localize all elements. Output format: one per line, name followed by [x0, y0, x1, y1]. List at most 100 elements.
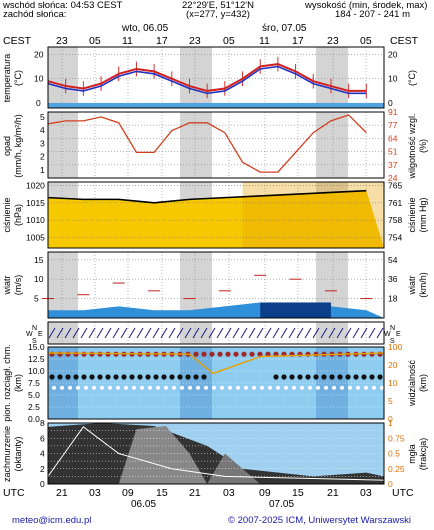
cloud-tick: 7.5: [28, 378, 40, 388]
humidity-tick: 24: [388, 173, 398, 183]
cloud-mid-dot: [369, 374, 375, 380]
cloud-top-dot: [305, 351, 311, 357]
precip-label: opad: [2, 136, 12, 156]
cloud-tick: 12.5: [28, 354, 45, 364]
compass-s: S: [32, 338, 37, 345]
panel-border: [47, 46, 385, 109]
humidity-tick: 64: [388, 133, 398, 143]
cloud-mid-dot: [297, 374, 303, 380]
email-link[interactable]: meteo@icm.edu.pl: [12, 515, 92, 526]
cloud-low-dot: [124, 385, 128, 390]
cloud-low-dot: [268, 385, 272, 390]
panel-border: [47, 321, 385, 345]
bottom-hour-label: 03: [89, 487, 101, 499]
cloud-low-dot: [316, 385, 320, 390]
top-hour-label: 17: [156, 35, 168, 47]
cloud-top-dot: [73, 351, 79, 357]
visibility-tick: 20: [388, 360, 398, 370]
cloudcover-tick: 0: [40, 479, 45, 489]
wind-direction-arrow: [168, 327, 176, 339]
top-hour-label: 11: [122, 35, 133, 47]
cloud-low-dot: [60, 385, 64, 390]
wind-direction-arrow: [96, 327, 104, 339]
humidity-tick: 37: [388, 160, 398, 170]
panel-border: [47, 111, 385, 179]
top-hour-label: 17: [292, 35, 304, 47]
wind-direction-arrow: [208, 327, 216, 339]
tz-right-bottom: UTC: [392, 487, 414, 499]
cloud-mid-dot: [185, 374, 191, 380]
cloud-mid-dot: [65, 374, 71, 380]
cloud-mid-dot: [329, 374, 335, 380]
bottom-hour-label: 03: [360, 487, 372, 499]
pressure-tick-right: 758: [388, 215, 402, 225]
wind-direction-arrow: [368, 327, 376, 339]
wind-direction-arrow: [200, 327, 208, 339]
cloud-low-dot: [172, 385, 176, 390]
pressure-unit-right: (mm Hg): [418, 198, 428, 233]
wind-tick-right: 54: [388, 255, 398, 265]
wind-tick-right: 36: [388, 274, 398, 284]
wind-direction-arrow: [216, 327, 224, 339]
precip-tick: 5: [40, 112, 45, 122]
visibility-tick: 100: [388, 342, 402, 352]
bottom-hour-label: 15: [156, 487, 168, 499]
fog-label: mgła: [407, 444, 417, 464]
tz-left-bottom: UTC: [3, 487, 25, 499]
cloud-mid-dot: [113, 374, 119, 380]
wind-direction-arrow: [320, 327, 328, 339]
cloud-mid-dot: [305, 374, 311, 380]
wind-direction-arrow: [88, 327, 96, 339]
pressure-tick: 1020: [26, 180, 45, 190]
cloud-low-dot: [132, 385, 136, 390]
pressure-tick-right: 754: [388, 233, 402, 243]
cloud-low-dot: [52, 385, 56, 390]
compass-n: N: [32, 325, 37, 332]
cloud-mid-dot: [201, 374, 207, 380]
pressure-shade: [242, 182, 384, 248]
cloudcover-mid: [118, 426, 208, 484]
visibility-label: widzialność: [407, 359, 417, 407]
cloud-top-dot: [65, 351, 71, 357]
temp-tick: 20: [34, 49, 44, 59]
temp-unit-right: (°C): [407, 70, 417, 86]
night-band: [180, 252, 212, 318]
cloud-mid-dot: [169, 374, 175, 380]
wind-direction-arrow: [264, 327, 272, 339]
panel-border: [47, 251, 385, 319]
cloudcover-tick: 2: [40, 464, 45, 474]
cloud-tick: 5.0: [28, 390, 40, 400]
night-band: [316, 112, 348, 178]
cloud-low-dot: [324, 385, 328, 390]
cloud-top-dot: [57, 351, 63, 357]
wind-direction-arrow: [176, 327, 184, 339]
cloud-mid-dot: [345, 374, 351, 380]
cloud-low-dot: [364, 385, 368, 390]
cloud-low-dot: [276, 385, 280, 390]
compass-e: E: [38, 331, 43, 338]
temp-unit: (°C): [13, 70, 23, 86]
cloud-low-dot: [196, 385, 200, 390]
wind-direction-arrow: [112, 327, 120, 339]
wind-direction-arrow: [296, 327, 304, 339]
cloud-low-dot: [84, 385, 88, 390]
cloudcover-unit: (oktanty): [13, 436, 23, 471]
visibility-unit: (km): [418, 374, 428, 392]
wind-direction-arrow: [240, 327, 248, 339]
cloud-low-dot: [236, 385, 240, 390]
wind-direction-arrow: [376, 327, 384, 339]
wind-direction-arrow: [288, 327, 296, 339]
cloud-tick: 0.0: [28, 414, 40, 424]
cloud-mid-dot: [289, 374, 295, 380]
cloud-mid-dot: [353, 374, 359, 380]
cloud-top-dot: [313, 351, 319, 357]
cloud-top-dot: [257, 351, 263, 357]
cloud-low-dot: [308, 385, 312, 390]
wind-direction-arrow: [160, 327, 168, 339]
bottom-hour-label: 21: [189, 487, 201, 499]
wind-unit-right: (km/h): [418, 272, 428, 298]
cloud-low-dot: [228, 385, 232, 390]
cloud-top-dot: [265, 351, 271, 357]
top-hour-label: 05: [89, 35, 101, 47]
